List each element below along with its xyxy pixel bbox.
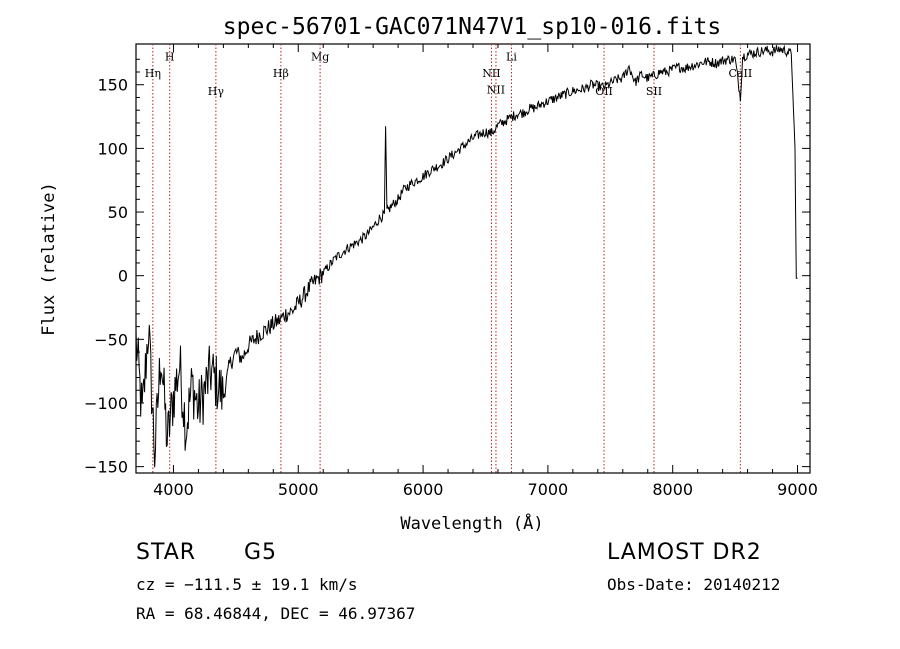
y-tick-label: −150 — [84, 458, 128, 477]
x-tick-label: 7000 — [528, 480, 569, 499]
y-tick-label: 0 — [118, 267, 128, 286]
coordinates: RA = 68.46844, DEC = 46.97367 — [136, 604, 416, 623]
line-marker-label: NII — [482, 67, 500, 80]
line-marker-label: SII — [646, 85, 662, 98]
x-tick-label: 9000 — [777, 480, 818, 499]
axis-ticks: 4000 5000 6000 7000 8000 9000 −150 −100 −50 0 50 10… — [84, 44, 818, 499]
line-marker-label: Hβ — [273, 67, 289, 80]
survey-name: LAMOST DR2 — [607, 540, 762, 565]
y-tick-label: 50 — [108, 203, 128, 222]
line-marker-label: NII — [487, 84, 505, 97]
y-tick-label: −100 — [84, 394, 128, 413]
observation-date: Obs-Date: 20140212 — [607, 575, 781, 594]
line-marker-label: Hη — [145, 67, 161, 80]
y-tick-label: 150 — [97, 76, 128, 95]
x-tick-label: 5000 — [278, 480, 319, 499]
y-tick-label: −50 — [94, 330, 128, 349]
line-marker-label: CaII — [729, 67, 753, 80]
plot-frame — [135, 43, 811, 474]
redshift-velocity: cz = −111.5 ± 19.1 km/s — [136, 575, 358, 594]
line-marker-label: Mg — [311, 51, 329, 64]
line-marker-label: Hγ — [208, 85, 225, 98]
object-subclass: G5 — [244, 540, 278, 565]
chart-title: spec-56701-GAC071N47V1_sp10-016.fits — [223, 14, 722, 40]
spectrum-series-line — [135, 44, 798, 468]
line-marker-label: Li — [506, 51, 517, 64]
y-axis-label: Flux (relative) — [39, 182, 59, 336]
x-tick-label: 6000 — [403, 480, 444, 499]
x-tick-label: 4000 — [153, 480, 194, 499]
x-axis-label: Wavelength (Å) — [400, 512, 543, 534]
y-tick-label: 100 — [97, 139, 128, 158]
line-marker-label: H — [165, 51, 175, 64]
object-class: STAR — [136, 540, 197, 565]
x-tick-label: 8000 — [652, 480, 693, 499]
